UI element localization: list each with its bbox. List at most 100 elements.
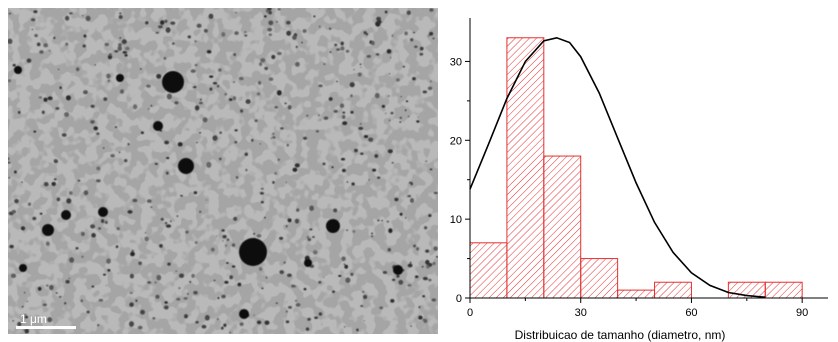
small-particle [274, 171, 277, 175]
small-particle [164, 221, 168, 225]
small-particle [422, 318, 427, 322]
small-particle [43, 97, 48, 102]
scale-bar-label: 1 μm [20, 312, 47, 326]
small-particle [341, 168, 346, 173]
small-particle [59, 86, 62, 90]
small-particle [312, 250, 318, 255]
small-particle [233, 53, 236, 57]
small-particle [132, 104, 138, 110]
small-particle [23, 329, 26, 331]
small-particle [90, 119, 95, 124]
small-particle [259, 62, 263, 66]
small-particle [38, 96, 42, 99]
small-particle [155, 31, 159, 34]
small-particle [244, 34, 248, 37]
small-particle [258, 267, 263, 271]
small-particle [119, 89, 125, 94]
small-particle [305, 327, 310, 331]
small-particle [238, 77, 244, 81]
small-particle [165, 27, 171, 33]
small-particle [12, 63, 16, 67]
small-particle [286, 30, 292, 36]
small-particle [419, 52, 424, 56]
small-particle [350, 94, 353, 98]
small-particle [428, 35, 430, 37]
histogram-bars [469, 37, 803, 299]
small-particle [346, 181, 349, 183]
small-particle [359, 123, 362, 125]
small-particle [221, 32, 226, 37]
small-particle [322, 276, 325, 278]
small-particle [428, 278, 432, 282]
small-particle [413, 244, 416, 248]
small-particle [287, 105, 292, 110]
small-particle [268, 33, 273, 37]
small-particle [226, 262, 229, 264]
small-particle [196, 23, 202, 28]
small-particle [429, 31, 434, 36]
small-particle [208, 13, 214, 19]
small-particle [8, 157, 10, 161]
small-particle [47, 96, 53, 101]
small-particle [349, 82, 355, 88]
small-particle [319, 119, 322, 121]
small-particle [433, 191, 438, 195]
small-particle [381, 104, 386, 108]
small-particle [264, 66, 269, 71]
small-particle [124, 158, 128, 163]
small-particle [421, 265, 424, 268]
small-particle [377, 219, 380, 222]
small-particle [277, 8, 281, 11]
small-particle [229, 331, 232, 334]
small-particle [341, 256, 346, 262]
small-particle [398, 279, 404, 285]
small-particle [286, 273, 292, 278]
small-particle [390, 111, 394, 115]
small-particle [284, 102, 287, 105]
small-particle [407, 194, 412, 198]
small-particle [129, 273, 134, 279]
small-particle [17, 321, 22, 327]
small-particle [302, 29, 307, 33]
small-particle [144, 236, 149, 242]
small-particle [376, 20, 382, 24]
small-particle [352, 230, 356, 233]
small-particle [195, 320, 199, 324]
small-particle [94, 64, 96, 66]
small-particle [75, 67, 80, 72]
small-particle [379, 306, 384, 310]
small-particle [418, 315, 423, 320]
small-particle [217, 296, 220, 300]
small-particle [419, 46, 424, 51]
small-particle [127, 210, 133, 214]
small-particle [331, 166, 334, 169]
small-particle [423, 226, 428, 230]
small-particle [9, 244, 14, 249]
small-particle [37, 286, 42, 291]
small-particle [91, 233, 96, 238]
small-particle [245, 168, 248, 172]
small-particle [263, 15, 267, 18]
large-particle [239, 309, 249, 319]
small-particle [43, 43, 48, 48]
small-particle [201, 324, 207, 329]
small-particle [345, 277, 351, 283]
small-particle [154, 281, 157, 284]
small-particle [57, 68, 60, 71]
x-tick-label: 30 [575, 307, 587, 319]
small-particle [121, 39, 127, 45]
small-particle [117, 45, 123, 52]
small-particle [90, 224, 96, 229]
small-particle [82, 44, 86, 48]
small-particle [224, 92, 228, 96]
y-tick-label: 20 [450, 135, 462, 147]
small-particle [210, 247, 215, 252]
small-particle [202, 117, 208, 123]
small-particle [175, 270, 178, 272]
small-particle [267, 27, 273, 32]
small-particle [199, 210, 202, 213]
small-particle [12, 319, 15, 322]
small-particle [295, 303, 301, 307]
small-particle [410, 182, 414, 186]
small-particle [291, 284, 295, 288]
